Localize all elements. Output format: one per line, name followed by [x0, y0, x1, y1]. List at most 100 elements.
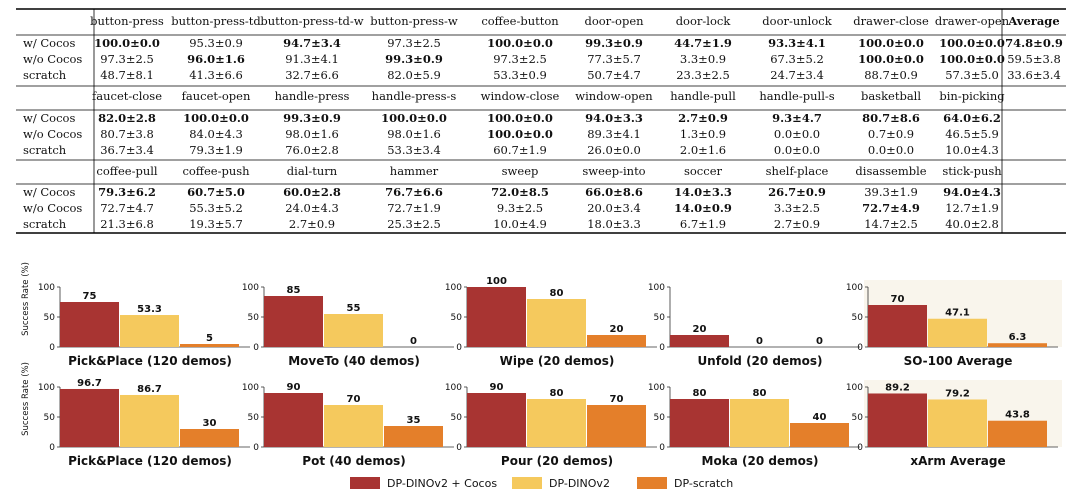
bar-value-label: 86.7 — [137, 384, 162, 395]
bar — [587, 405, 646, 447]
table-cell: 94.7±3.4 — [283, 36, 341, 50]
table-cell: 79.3±1.9 — [189, 143, 243, 157]
bar — [264, 296, 323, 347]
table-column-header: basketball — [861, 89, 921, 103]
bar — [264, 393, 323, 447]
panel-title: Pot (40 demos) — [302, 454, 405, 468]
table-cell: 72.7±1.9 — [387, 201, 441, 215]
bar — [730, 399, 789, 447]
bar-value-label: 70 — [610, 394, 624, 405]
bar-value-label: 35 — [407, 415, 421, 426]
table-cell: 67.3±5.2 — [770, 52, 824, 66]
table-block: faucet-close faucet-open handle-press handl… — [16, 85, 1066, 157]
table-cell: 0.0±0.0 — [868, 143, 914, 157]
table-column-header: coffee-push — [182, 164, 250, 178]
table-column-header: drawer-close — [853, 14, 929, 28]
legend-label: DP-scratch — [674, 477, 733, 490]
bar — [467, 287, 526, 347]
table-average-cell: 59.5±3.8 — [1007, 52, 1061, 66]
bar-value-label: 100 — [486, 276, 507, 287]
table-cell: 57.3±5.0 — [945, 68, 999, 82]
bar-value-label: 43.8 — [1005, 410, 1030, 421]
table-column-header: coffee-pull — [96, 164, 157, 178]
table-cell: 0.0±0.0 — [774, 127, 820, 141]
table-cell: 18.0±3.3 — [587, 217, 641, 231]
bar-value-label: 0 — [756, 336, 763, 347]
table-cell: 60.7±5.0 — [187, 185, 245, 199]
y-axis-label: Success Rate (%) — [21, 262, 31, 336]
bar-value-label: 80 — [550, 388, 564, 399]
table-cell: 88.7±0.9 — [864, 68, 918, 82]
bar-panel: 0 50 100 85 55 0 MoveTo (40 demos) — [242, 283, 454, 368]
table-cell: 89.3±4.1 — [587, 127, 641, 141]
table-cell: 100.0±0.0 — [183, 111, 249, 125]
bar-panel: 0 50 100 96.7 86.7 30 Pick&Place (120 demos) — [38, 378, 250, 468]
table-cell: 26.7±0.9 — [768, 185, 826, 199]
success-rate-bar-charts: 0 50 100 75 53.3 5 Pick&Place (120 demos) 0 50 10… — [21, 262, 1062, 490]
bar-panel: 0 50 100 75 53.3 5 Pick&Place (120 demos) — [38, 283, 250, 368]
bar — [868, 393, 927, 447]
bar-value-label: 20 — [693, 324, 707, 335]
legend-label: DP-DINOv2 — [549, 477, 610, 490]
table-cell: 100.0±0.0 — [858, 52, 924, 66]
panel-title: SO-100 Average — [904, 354, 1013, 368]
table-column-header: door-open — [584, 14, 644, 28]
table-column-header: handle-press — [275, 89, 350, 103]
table-row-label: scratch — [23, 217, 67, 231]
y-tick-label: 100 — [648, 283, 665, 293]
table-cell: 3.3±2.5 — [774, 201, 820, 215]
results-tables: button-press button-press-td button-press-… — [16, 8, 1066, 234]
table-column-header: window-open — [575, 89, 653, 103]
y-tick-label: 50 — [248, 313, 260, 323]
bar-panel: 0 50 100 90 70 35 Pot (40 demos) — [242, 382, 454, 468]
legend: DP-DINOv2 + Cocos DP-DINOv2 DP-scratch — [350, 477, 733, 490]
table-cell: 24.0±4.3 — [285, 201, 339, 215]
table-cell: 14.0±0.9 — [674, 201, 732, 215]
bar — [324, 314, 383, 347]
bar-value-label: 90 — [287, 382, 301, 393]
y-tick-label: 100 — [38, 383, 55, 393]
bar-value-label: 80 — [693, 388, 707, 399]
y-tick-label: 0 — [49, 443, 55, 453]
table-block: coffee-pull coffee-push dial-turn hammer swe… — [16, 159, 1066, 231]
bar-value-label: 96.7 — [77, 378, 102, 389]
table-row-label: w/o Cocos — [23, 52, 82, 66]
table-cell: 97.3±2.5 — [387, 36, 441, 50]
table-average-cell: 33.6±3.4 — [1007, 68, 1061, 82]
y-tick-label: 0 — [456, 343, 462, 353]
bar — [60, 388, 119, 447]
y-tick-label: 100 — [846, 283, 863, 293]
table-column-header: handle-pull-s — [759, 89, 834, 103]
bar-value-label: 55 — [347, 303, 361, 314]
table-column-header: disassemble — [855, 164, 926, 178]
table-average-header: Average — [1007, 14, 1059, 28]
table-cell: 9.3±2.5 — [497, 201, 543, 215]
table-cell: 2.0±1.6 — [680, 143, 726, 157]
table-cell: 80.7±8.6 — [862, 111, 920, 125]
table-cell: 82.0±2.8 — [98, 111, 156, 125]
table-cell: 97.3±2.5 — [493, 52, 547, 66]
bar-value-label: 70 — [891, 294, 905, 305]
table-cell: 93.3±4.1 — [768, 36, 826, 50]
y-tick-label: 100 — [242, 283, 259, 293]
y-tick-label: 100 — [445, 283, 462, 293]
table-cell: 100.0±0.0 — [939, 36, 1005, 50]
bar — [988, 343, 1047, 347]
table-column-header: button-press-td — [171, 14, 261, 28]
bar — [670, 399, 729, 447]
panel-title: Pick&Place (120 demos) — [68, 354, 232, 368]
table-cell: 100.0±0.0 — [487, 36, 553, 50]
table-cell: 50.7±4.7 — [587, 68, 641, 82]
table-cell: 14.7±2.5 — [864, 217, 918, 231]
table-cell: 14.0±3.3 — [674, 185, 732, 199]
bar — [324, 405, 383, 447]
table-cell: 44.7±1.9 — [674, 36, 732, 50]
panel-title: Pick&Place (120 demos) — [68, 454, 232, 468]
y-tick-label: 50 — [451, 413, 463, 423]
bar — [928, 399, 987, 447]
table-column-header: button-press-w — [370, 14, 458, 28]
table-column-header: soccer — [684, 164, 723, 178]
table-cell: 10.0±4.9 — [493, 217, 547, 231]
table-row-label: w/o Cocos — [23, 201, 82, 215]
bar — [527, 299, 586, 347]
